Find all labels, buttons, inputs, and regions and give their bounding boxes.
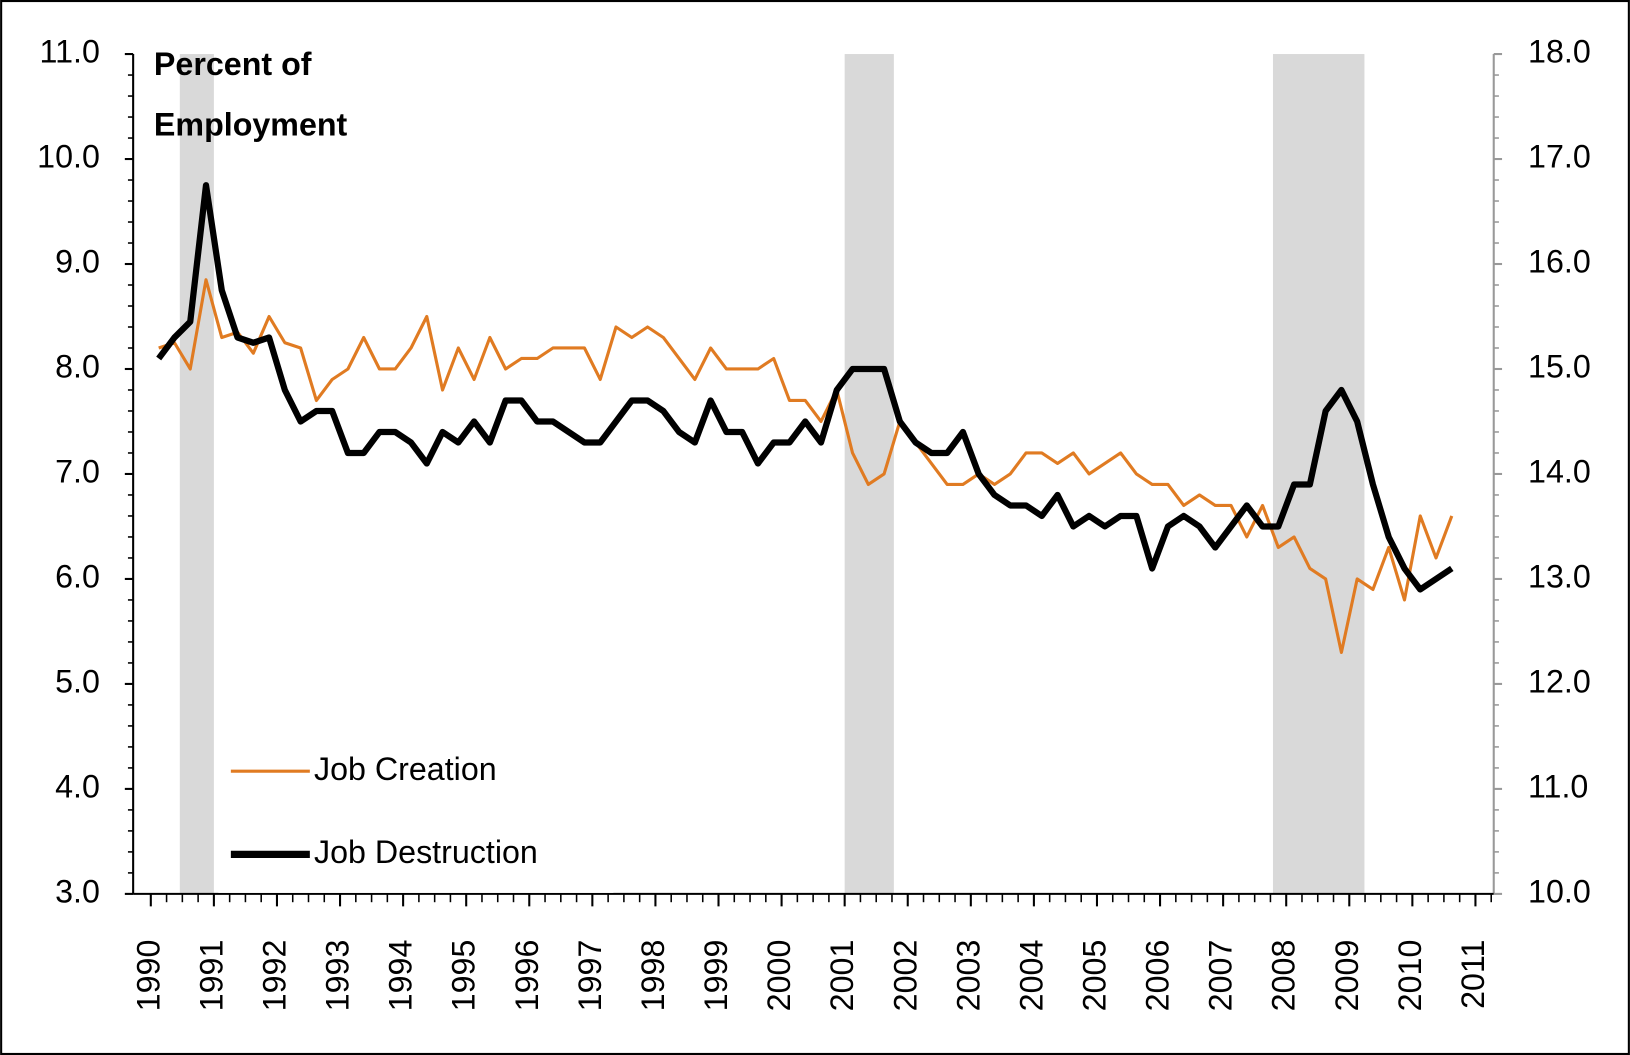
- x-tick-label: 1997: [572, 940, 608, 1012]
- y-tick-label: 10.0: [37, 139, 100, 175]
- y2-tick-label: 18.0: [1528, 34, 1591, 70]
- y-tick-label: 6.0: [55, 558, 100, 594]
- y-tick-label: 4.0: [55, 768, 100, 804]
- x-tick-label: 1990: [130, 940, 166, 1012]
- x-tick-label: 2004: [1013, 940, 1049, 1012]
- legend-label: Job Creation: [314, 751, 497, 787]
- y-tick-label: 7.0: [55, 453, 100, 489]
- x-tick-label: 2011: [1455, 940, 1491, 1009]
- x-tick-label: 1999: [698, 940, 734, 1012]
- x-tick-label: 2005: [1076, 940, 1112, 1012]
- x-tick-label: 1994: [383, 940, 419, 1012]
- y-tick-label: 11.0: [40, 34, 100, 70]
- y2-tick-label: 13.0: [1528, 558, 1591, 594]
- recession-band: [1272, 54, 1365, 894]
- y2-tick-label: 12.0: [1528, 663, 1591, 699]
- y2-tick-label: 17.0: [1528, 139, 1591, 175]
- x-tick-label: 1992: [256, 940, 292, 1012]
- y-tick-label: 9.0: [55, 244, 100, 280]
- y2-tick-label: 16.0: [1528, 244, 1591, 280]
- legend-box: [218, 732, 614, 893]
- series-line: [156, 182, 1454, 593]
- x-tick-label: 1991: [193, 940, 229, 1012]
- annotation: Employment: [154, 106, 348, 142]
- y2-tick-label: 10.0: [1528, 873, 1591, 909]
- x-tick-label: 1998: [635, 940, 671, 1012]
- x-tick-label: 2006: [1140, 940, 1176, 1012]
- recession-band: [844, 54, 894, 894]
- y-tick-label: 8.0: [55, 349, 100, 385]
- x-tick-label: 1995: [446, 940, 482, 1012]
- recession-band: [179, 54, 214, 894]
- x-tick-label: 2007: [1203, 940, 1239, 1012]
- y-tick-label: 3.0: [55, 873, 100, 909]
- y2-tick-label: 15.0: [1528, 349, 1591, 385]
- x-tick-label: 1993: [320, 940, 356, 1012]
- y-tick-label: 5.0: [55, 663, 100, 699]
- x-tick-label: 1996: [509, 940, 545, 1012]
- x-tick-label: 2010: [1392, 940, 1428, 1012]
- x-tick-label: 2002: [887, 940, 923, 1012]
- x-tick-label: 2000: [761, 940, 797, 1012]
- x-tick-label: 2003: [950, 940, 986, 1012]
- x-tick-label: 2009: [1329, 940, 1365, 1012]
- y2-tick-label: 14.0: [1528, 453, 1591, 489]
- legend-label: Job Destruction: [314, 834, 538, 870]
- y2-tick-label: 11.0: [1528, 768, 1588, 804]
- annotation: Percent of: [154, 46, 312, 82]
- x-tick-label: 2001: [824, 940, 860, 1012]
- x-tick-label: 2008: [1266, 940, 1302, 1012]
